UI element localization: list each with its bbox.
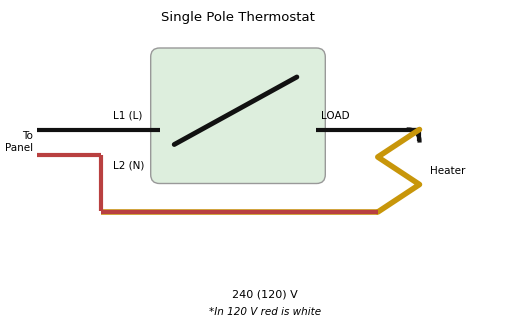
FancyBboxPatch shape (151, 48, 325, 184)
Text: Single Pole Thermostat: Single Pole Thermostat (161, 11, 315, 24)
Text: 240 (120) V: 240 (120) V (232, 289, 298, 299)
Text: To
Panel: To Panel (5, 131, 33, 153)
Text: L1 (L): L1 (L) (113, 110, 143, 120)
Text: LOAD: LOAD (322, 110, 350, 120)
Text: L2 (N): L2 (N) (113, 160, 144, 171)
Text: *In 120 V red is white: *In 120 V red is white (209, 307, 321, 317)
Text: Heater: Heater (430, 166, 466, 176)
